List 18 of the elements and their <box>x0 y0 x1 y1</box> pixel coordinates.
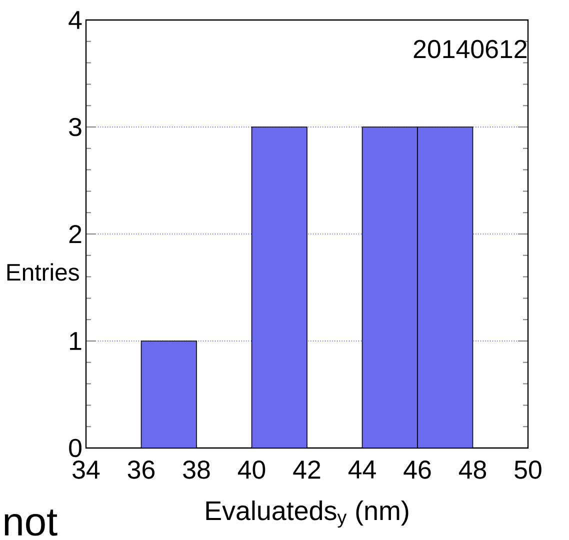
x-tick-label: 38 <box>183 460 210 479</box>
x-tick-label: 40 <box>238 460 266 479</box>
text: not <box>4 510 58 536</box>
x-tick-label: 50 <box>514 460 542 479</box>
y-tick-label: 1 <box>70 332 82 350</box>
y-tick-label: 2 <box>69 224 82 244</box>
annotation: 20140612 <box>414 40 526 58</box>
y-axis-title: Entries <box>7 263 79 281</box>
x-tick-label: 36 <box>128 460 155 479</box>
x-tick-label: 48 <box>458 460 486 479</box>
y-tick-label: 4 <box>68 11 82 29</box>
x-tick-label: 44 <box>348 460 376 478</box>
x-tick-label: 42 <box>293 460 320 479</box>
x-axis-title: Evaluateds$_{y}$ (nm) <box>206 500 408 528</box>
x-tick-label: 46 <box>404 460 431 479</box>
x-tick-label: 34 <box>72 460 100 479</box>
y-tick-label: 0 <box>69 438 82 458</box>
y-tick-label: 3 <box>69 118 82 136</box>
